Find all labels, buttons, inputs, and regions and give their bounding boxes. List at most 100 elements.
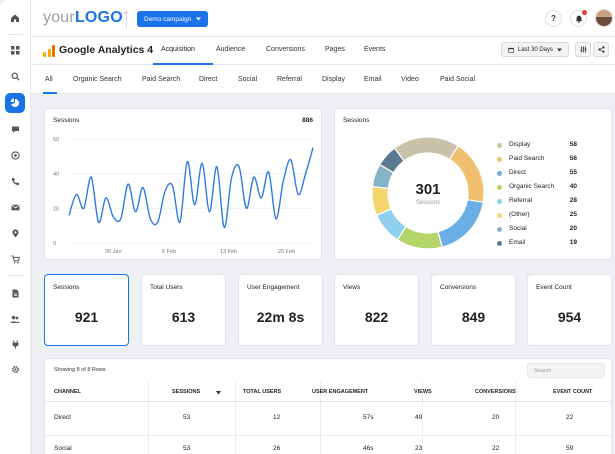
legend-item-social[interactable]: Social 20 xyxy=(497,225,577,235)
user-avatar[interactable] xyxy=(595,9,613,27)
rail-divider xyxy=(7,34,23,35)
tab-direct[interactable]: Direct xyxy=(199,76,218,83)
legend-value: 56 xyxy=(569,155,577,162)
cell-conversions: 20 xyxy=(492,414,500,421)
tab-all[interactable]: All xyxy=(45,76,53,83)
stat-label: Conversions xyxy=(440,284,477,291)
date-range-dropdown[interactable]: Last 30 Days xyxy=(501,42,569,57)
tab-paid-social[interactable]: Paid Social xyxy=(440,76,476,83)
cell-total-users: 12 xyxy=(273,414,281,421)
filter-settings-button[interactable] xyxy=(575,42,591,57)
stat-value: 822 xyxy=(364,309,389,325)
dashboard-grid-icon[interactable] xyxy=(5,40,25,60)
analytics-pie-icon[interactable] xyxy=(5,93,25,113)
subtab-acquisition[interactable]: Acquisition xyxy=(161,46,195,53)
legend-item-organic-search[interactable]: Organic Search 40 xyxy=(497,183,577,193)
tab-email[interactable]: Email xyxy=(364,76,382,83)
column-header-conversions[interactable]: Conversions xyxy=(475,389,516,395)
legend-value: 55 xyxy=(569,169,577,176)
notification-dot xyxy=(582,10,587,15)
tab-display[interactable]: Display xyxy=(322,76,345,83)
legend-item-display[interactable]: Display 58 xyxy=(497,141,577,151)
subtab-events[interactable]: Events xyxy=(364,46,386,53)
x-tick-label: 13 Feb xyxy=(220,249,237,255)
chat-icon[interactable] xyxy=(5,119,25,139)
legend-label: Social xyxy=(509,225,527,232)
sessions-series-line xyxy=(68,147,314,229)
top-bar: yourLOGO™ Demo campaign ? xyxy=(31,0,615,37)
bell-icon xyxy=(575,15,582,23)
legend-item-other[interactable]: (Other) 25 xyxy=(497,211,577,221)
stat-card-total-users[interactable]: Total Users 613 xyxy=(141,274,226,346)
legend-value: 25 xyxy=(569,211,577,218)
column-header-channel[interactable]: Channel xyxy=(54,389,81,395)
legend-item-email[interactable]: Email 19 xyxy=(497,239,577,249)
cart-icon[interactable] xyxy=(5,249,25,269)
dashboard-content: Sessions 886 0 20 40 60 30 Jan 6 Feb 13 Feb 20 … xyxy=(31,94,615,454)
column-header-user-engagement[interactable]: User Engagement xyxy=(312,389,369,395)
plug-icon[interactable] xyxy=(5,334,25,354)
sort-desc-icon[interactable] xyxy=(216,391,221,395)
share-button[interactable] xyxy=(593,42,609,57)
date-range-label: Last 30 Days xyxy=(517,46,554,53)
sessions-donut-card: Sessions 301 Sessions Display 58 Paid Sear… xyxy=(334,108,612,260)
subtab-audience[interactable]: Audience xyxy=(216,46,246,53)
stat-label: Views xyxy=(343,284,361,291)
tab-paid-search[interactable]: Paid Search xyxy=(142,76,181,83)
legend-swatch xyxy=(497,171,502,176)
campaign-dropdown[interactable]: Demo campaign xyxy=(137,11,209,27)
cell-user-engagement: 57s xyxy=(363,414,374,421)
column-header-views[interactable]: Views xyxy=(414,389,432,395)
help-button[interactable]: ? xyxy=(545,10,562,27)
channel-table: Showing 8 of 8 Rows Search Channel Sessi… xyxy=(44,358,612,454)
section-header: Google Analytics 4 Acquisition Audience … xyxy=(31,37,615,65)
sessions-line-chart: 0 20 40 60 30 Jan 6 Feb 13 Feb 20 Feb xyxy=(53,137,314,255)
tab-organic-search[interactable]: Organic Search xyxy=(73,76,122,83)
donut-slice-display[interactable] xyxy=(393,136,460,162)
search-icon[interactable] xyxy=(5,66,25,86)
settings-gear-icon[interactable] xyxy=(5,359,25,379)
legend-value: 20 xyxy=(569,225,577,232)
tab-social[interactable]: Social xyxy=(238,76,258,83)
phone-icon[interactable] xyxy=(5,171,25,191)
tab-video[interactable]: Video xyxy=(401,76,419,83)
y-tick-label: 20 xyxy=(53,206,59,212)
column-header-event-count[interactable]: Event Count xyxy=(553,389,593,395)
cell-user-engagement: 46s xyxy=(363,445,374,452)
donut-center-value: 301 xyxy=(415,181,441,198)
stat-card-conversions[interactable]: Conversions 849 xyxy=(431,274,516,346)
legend-label: (Other) xyxy=(509,211,530,218)
subtab-pages[interactable]: Pages xyxy=(325,46,345,53)
stat-card-views[interactable]: Views 822 xyxy=(334,274,419,346)
legend-item-paid-search[interactable]: Paid Search 56 xyxy=(497,155,577,165)
table-search-input[interactable]: Search xyxy=(527,363,605,378)
donut-slice-direct[interactable] xyxy=(437,198,484,248)
legend-swatch xyxy=(497,227,502,232)
home-icon[interactable] xyxy=(5,8,25,28)
stat-card-event-count[interactable]: Event Count 954 xyxy=(527,274,612,346)
stat-card-user-engagement[interactable]: User Engagement 22m 8s xyxy=(238,274,323,346)
brand-logo[interactable]: yourLOGO™ xyxy=(43,9,128,26)
column-header-total-users[interactable]: Total Users xyxy=(243,389,282,395)
column-header-sessions[interactable]: Sessions xyxy=(172,389,201,395)
legend-value: 58 xyxy=(569,141,577,148)
subtab-conversions[interactable]: Conversions xyxy=(266,46,305,53)
cell-channel: Direct xyxy=(54,414,71,421)
donut-slice-email[interactable] xyxy=(378,147,405,174)
stat-card-sessions[interactable]: Sessions 921 xyxy=(44,274,129,346)
stat-label: Event Count xyxy=(536,284,572,291)
users-icon[interactable] xyxy=(5,309,25,329)
y-tick-label: 0 xyxy=(53,241,56,247)
notifications-button[interactable] xyxy=(570,10,587,27)
tab-referral[interactable]: Referral xyxy=(277,76,302,83)
line-card-total: 886 xyxy=(302,117,313,124)
section-title: Google Analytics 4 xyxy=(59,44,154,56)
legend-item-direct[interactable]: Direct 55 xyxy=(497,169,577,179)
column-divider xyxy=(422,381,423,454)
report-file-icon[interactable] xyxy=(5,283,25,303)
mail-icon[interactable] xyxy=(5,197,25,217)
legend-item-referral[interactable]: Referral 28 xyxy=(497,197,577,207)
at-sign-icon[interactable] xyxy=(5,145,25,165)
location-pin-icon[interactable] xyxy=(5,223,25,243)
legend-swatch xyxy=(497,213,502,218)
